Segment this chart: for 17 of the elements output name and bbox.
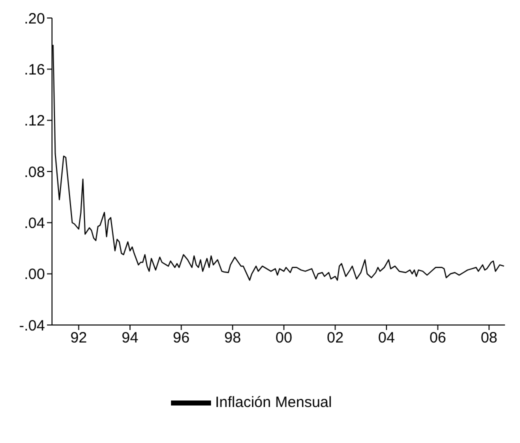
x-tick-label: 96: [172, 330, 190, 347]
x-tick-label: 08: [480, 330, 498, 347]
x-tick-label: 00: [276, 330, 292, 347]
y-tick-label: .08: [24, 164, 45, 181]
x-tick-label: 92: [70, 330, 88, 347]
x-tick-label: 04: [378, 330, 395, 347]
x-tick-label: 98: [224, 330, 241, 347]
x-tick-label: 02: [326, 330, 344, 347]
y-tick-label: .20: [24, 10, 45, 28]
x-tick-label: 94: [122, 330, 138, 347]
legend-label: Inflación Mensual: [215, 394, 332, 411]
y-tick-label: .16: [24, 61, 45, 78]
y-tick-label: .12: [24, 112, 45, 130]
y-tick-label: -.04: [19, 317, 45, 334]
y-tick-label: .04: [24, 214, 45, 232]
x-tick-label: 06: [429, 330, 446, 347]
y-tick-label: .00: [24, 266, 45, 284]
